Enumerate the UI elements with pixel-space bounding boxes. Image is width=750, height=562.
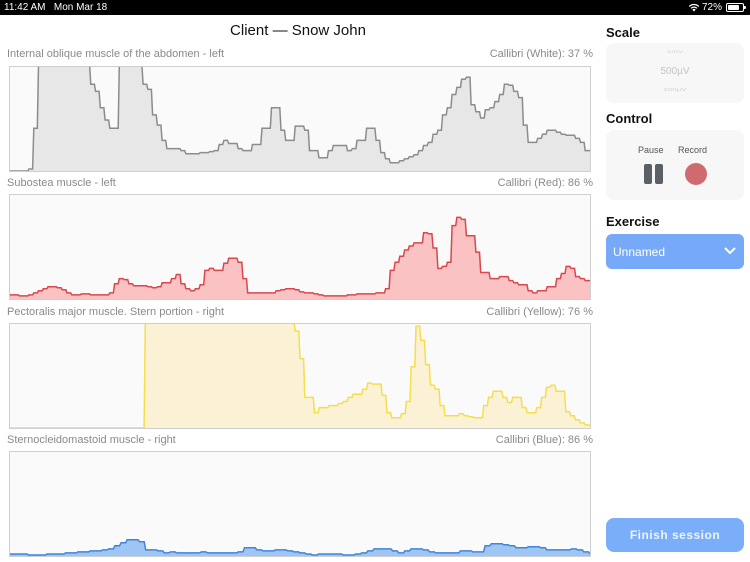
status-date: Mon Mar 18 [53, 2, 108, 13]
record-icon[interactable] [685, 163, 707, 185]
battery-icon [726, 3, 746, 12]
exercise-selected-value: Unnamed [613, 245, 666, 259]
channel-4-muscle: Sternocleidomastoid muscle - right [7, 434, 176, 446]
exercise-heading: Exercise [606, 214, 660, 229]
scale-option-1mv[interactable]: 1mV [666, 49, 684, 54]
channel-2-device: Callibri (Red): 86 % [497, 177, 593, 189]
status-time: 11:42 AM Mon Mar 18 [4, 2, 107, 13]
wifi-icon [688, 3, 700, 12]
control-panel: Pause Record [606, 130, 744, 200]
emg-waveform [10, 216, 590, 299]
pause-label: Pause [638, 145, 664, 155]
status-bar: 11:42 AM Mon Mar 18 72% [0, 0, 750, 15]
channel-1-muscle: Internal oblique muscle of the abdomen -… [7, 48, 225, 60]
channel-3-muscle: Pectoralis major muscle. Stern portion -… [7, 306, 225, 318]
pause-icon[interactable] [644, 164, 664, 184]
page-title: Client — Snow John [230, 22, 366, 39]
channel-2-emg-chart [9, 194, 591, 300]
channel-3-emg-chart [9, 323, 591, 429]
channel-2-muscle: Subostea muscle - left [7, 177, 116, 189]
battery-percent: 72% [701, 2, 722, 13]
emg-waveform [10, 538, 590, 556]
channel-1-emg-chart [9, 66, 591, 172]
exercise-select[interactable]: Unnamed [606, 234, 744, 269]
channel-3-device: Callibri (Yellow): 76 % [486, 306, 593, 318]
finish-session-button[interactable]: Finish session [606, 518, 744, 552]
scale-picker[interactable]: 1mV 500µV 200µV [606, 43, 744, 103]
emg-waveform [10, 67, 590, 171]
channel-4-emg-chart [9, 451, 591, 557]
status-clock: 11:42 AM [4, 2, 46, 13]
status-right: 72% [688, 2, 746, 13]
chevron-down-icon [724, 247, 736, 254]
emg-waveform [10, 324, 590, 428]
scale-option-200uv[interactable]: 200µV [663, 87, 687, 92]
scale-heading: Scale [606, 25, 640, 40]
channel-4-device: Callibri (Blue): 86 % [495, 434, 593, 446]
scale-option-500uv[interactable]: 500µV [660, 66, 690, 77]
record-label: Record [678, 145, 708, 155]
control-heading: Control [606, 111, 653, 126]
channel-1-device: Callibri (White): 37 % [489, 48, 593, 60]
